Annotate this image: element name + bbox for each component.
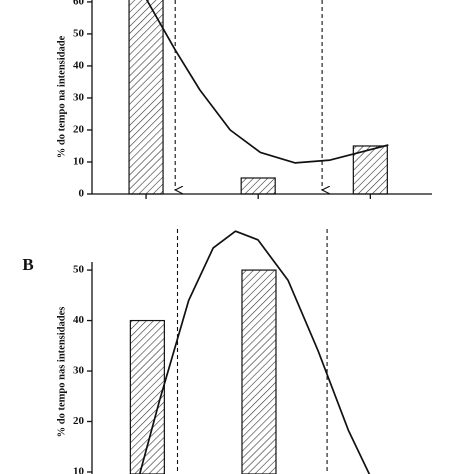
y-tick-label: 40 bbox=[73, 59, 85, 71]
y-tick-label: 10 bbox=[73, 466, 85, 474]
y-tick-label: 40 bbox=[73, 314, 85, 326]
bar bbox=[240, 177, 276, 195]
y-axis-label: % do tempo na intensidade bbox=[56, 35, 67, 158]
fit-curve bbox=[145, 0, 389, 164]
y-tick-label: 30 bbox=[73, 91, 85, 103]
fit-curve bbox=[138, 230, 371, 474]
bar bbox=[129, 319, 165, 474]
y-tick-label: 60 bbox=[73, 0, 85, 7]
y-tick-label: 0 bbox=[79, 188, 85, 200]
y-tick-label: 20 bbox=[73, 415, 85, 427]
y-tick-label: 30 bbox=[73, 365, 85, 377]
panel-label: B bbox=[22, 255, 33, 274]
bar bbox=[352, 145, 388, 195]
y-tick-label: 10 bbox=[73, 156, 85, 168]
y-tick-label: 50 bbox=[73, 264, 85, 276]
y-tick-label: 50 bbox=[73, 27, 85, 39]
bar bbox=[241, 269, 277, 474]
y-axis-label: % do tempo nas intensidades bbox=[56, 307, 67, 438]
bar bbox=[128, 0, 164, 195]
y-tick-label: 20 bbox=[73, 124, 85, 136]
